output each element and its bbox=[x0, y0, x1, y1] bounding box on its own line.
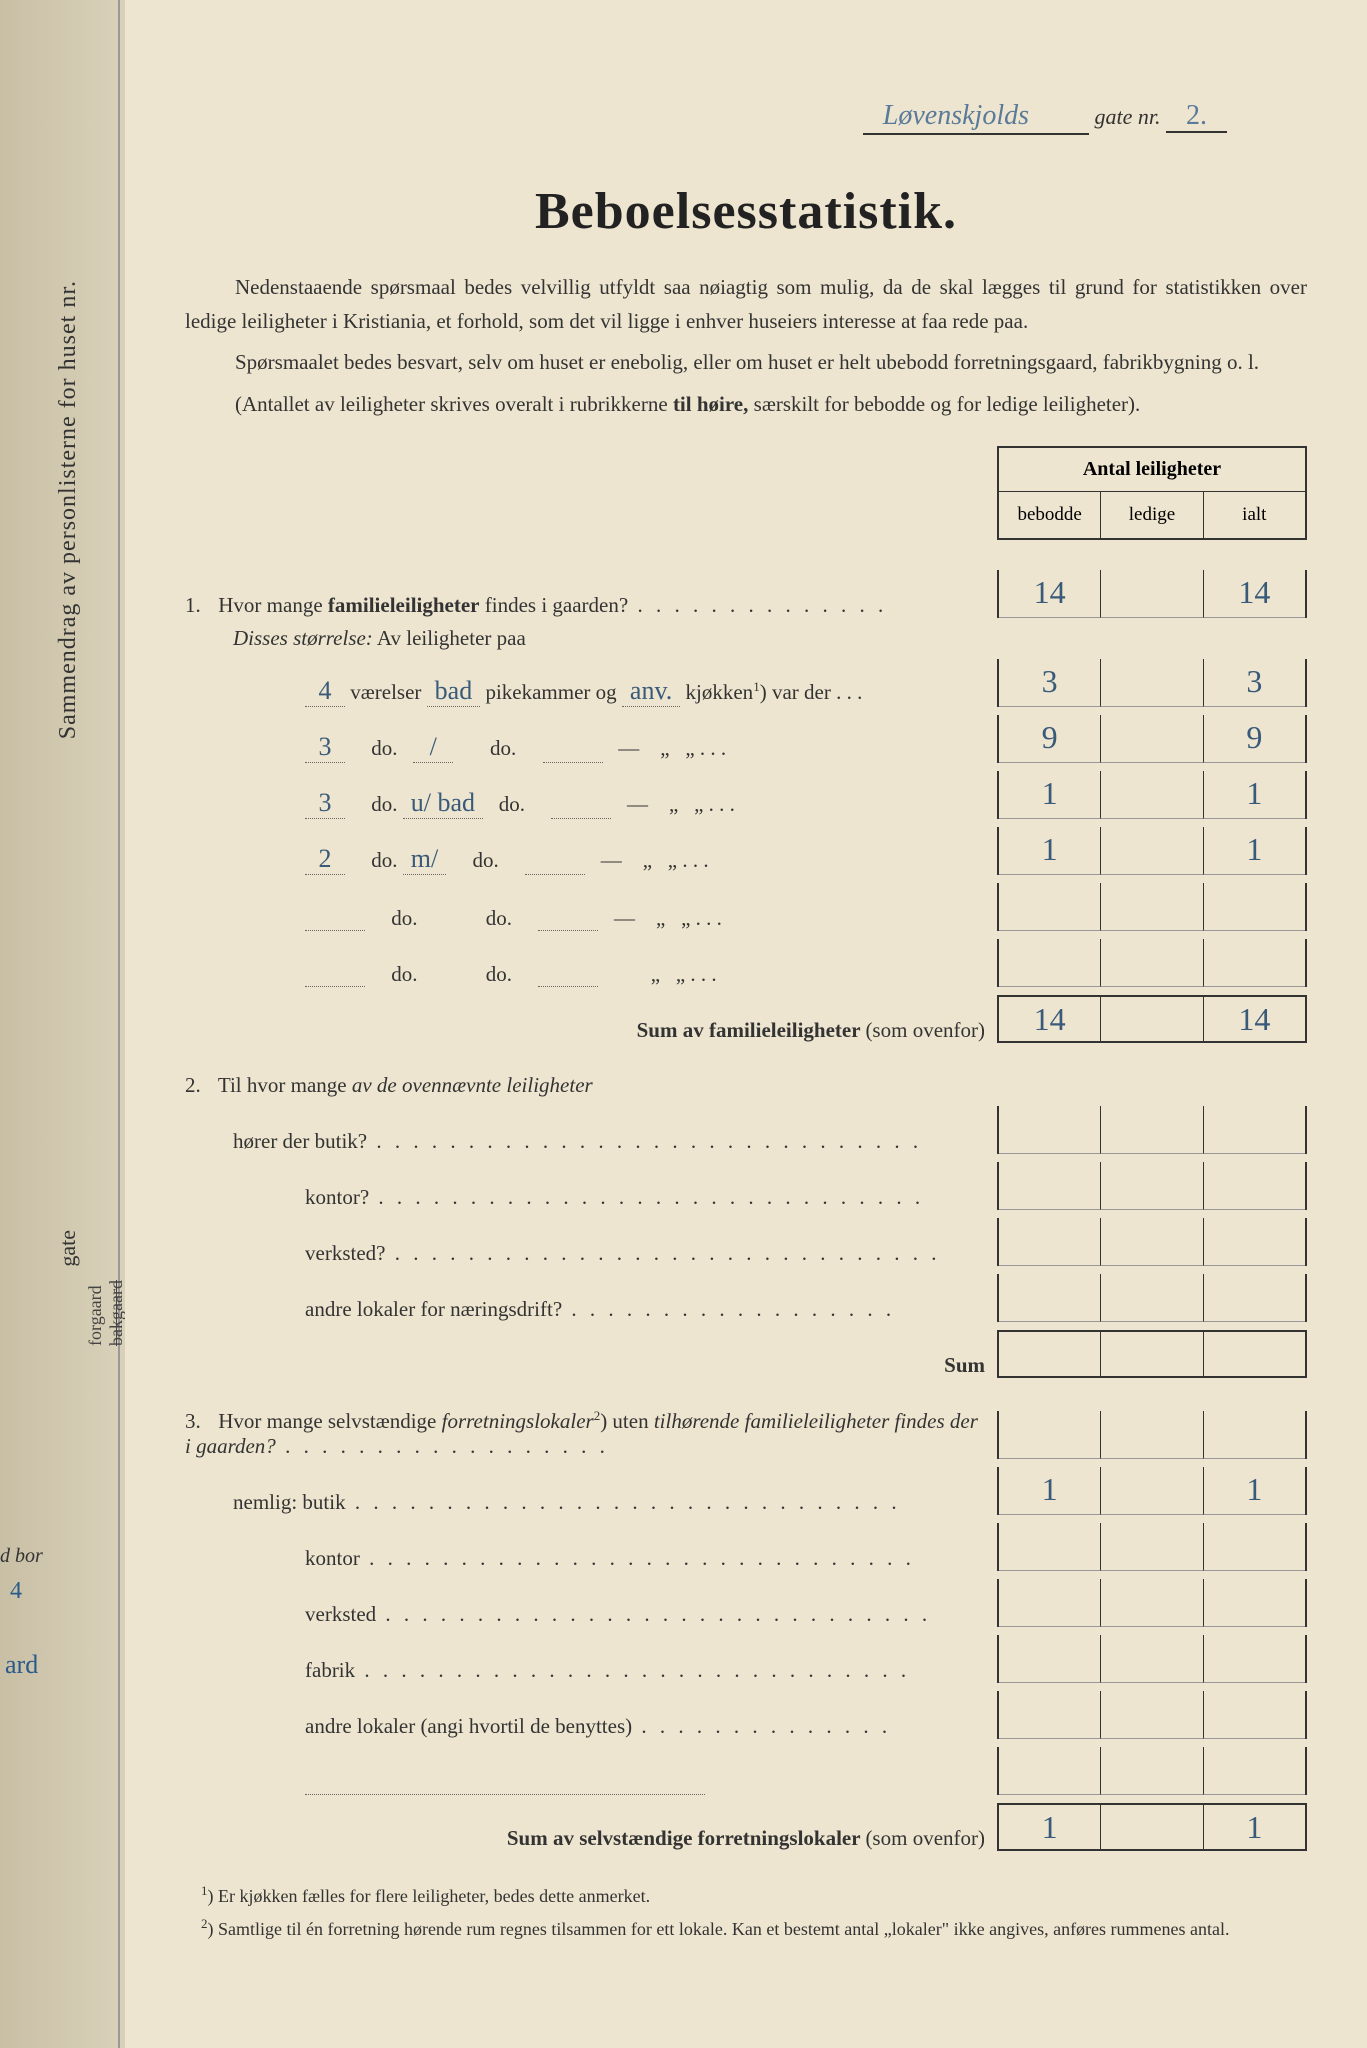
document-page: Løvenskjolds gate nr. 2. Beboelsesstatis… bbox=[125, 0, 1367, 2048]
edge-fragment-bor: d bor bbox=[0, 1545, 43, 1568]
vertical-summary: Sammendrag av personlisterne for huset n… bbox=[55, 280, 82, 739]
table-header: Antal leiligheter bebodde ledige ialt bbox=[997, 446, 1307, 540]
footnotes: 1) Er kjøkken fælles for flere leilighet… bbox=[185, 1881, 1307, 1943]
q1-size-row-6: do. do. „ „ . . . bbox=[185, 939, 1307, 987]
intro-p1: Nedenstaaende spørsmaal bedes velvillig … bbox=[185, 271, 1307, 338]
vertical-gaard-label: forgaard bakgaard bbox=[85, 1280, 127, 1346]
q1-ialt: 14 bbox=[1204, 570, 1305, 618]
edge-handwriting-1: 4 bbox=[10, 1578, 22, 1605]
col-ialt: ialt bbox=[1204, 492, 1305, 538]
gate-number: 2. bbox=[1166, 100, 1227, 133]
vertical-gate-label: gate bbox=[55, 1230, 81, 1267]
col-ledige: ledige bbox=[1101, 492, 1203, 538]
intro-p2: Spørsmaalet bedes besvart, selv om huset… bbox=[185, 346, 1307, 380]
page-title: Beboelsesstatistik. bbox=[185, 182, 1307, 241]
q2-block: 2. Til hvor mange av de ovennævnte leili… bbox=[185, 1073, 1307, 1378]
q1-size-row-3: 3 do. u/ bad do. — „ „ . . . 1 1 bbox=[185, 771, 1307, 819]
q1-row: 1. Hvor mange familieleiligheter findes … bbox=[185, 570, 1307, 618]
col-bebodde: bebodde bbox=[999, 492, 1101, 538]
q1-size-row-4: 2 do. m/ do. — „ „ . . . 1 1 bbox=[185, 827, 1307, 875]
intro-p3: (Antallet av leiligheter skrives overalt… bbox=[185, 388, 1307, 422]
q1-size-row-1: 4 værelser bad pikekammer og anv. kjøkke… bbox=[185, 659, 1307, 707]
gate-label: gate nr. bbox=[1095, 104, 1161, 129]
q1-ledige bbox=[1101, 570, 1203, 618]
edge-handwriting-2: ard bbox=[5, 1650, 38, 1680]
street-name: Løvenskjolds bbox=[863, 100, 1089, 135]
form-area: Antal leiligheter bebodde ledige ialt 1.… bbox=[185, 446, 1307, 1943]
q3-block: 3. Hvor mange selvstændige forretningslo… bbox=[185, 1408, 1307, 1851]
q1-size-row-2: 3 do. / do. — „ „ . . . 9 9 bbox=[185, 715, 1307, 763]
q1-sum-row: Sum av familieleiligheter (som ovenfor) … bbox=[185, 995, 1307, 1043]
q1-bebodde: 14 bbox=[999, 570, 1101, 618]
table-header-title: Antal leiligheter bbox=[997, 446, 1307, 492]
q1-size-row-5: do. do. — „ „ . . . bbox=[185, 883, 1307, 931]
address-header: Løvenskjolds gate nr. 2. bbox=[185, 100, 1227, 132]
q1-subtitle: Disses størrelse: Av leiligheter paa bbox=[185, 626, 1307, 651]
binding-edge: Sammendrag av personlisterne for huset n… bbox=[0, 0, 120, 2048]
